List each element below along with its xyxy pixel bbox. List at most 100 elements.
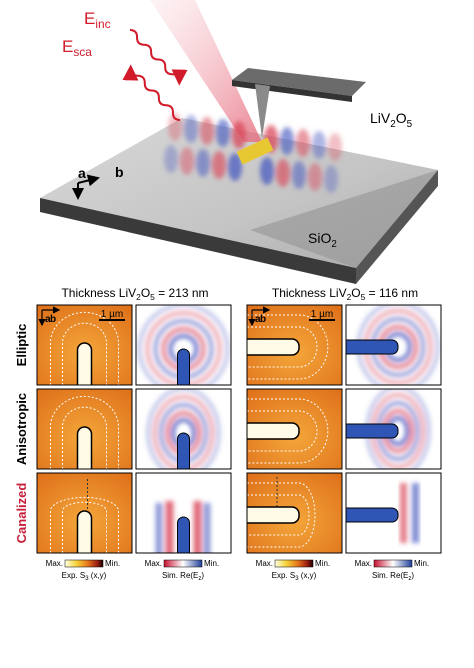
row-label: Anisotropic (14, 393, 29, 465)
antenna (247, 506, 300, 524)
antenna (177, 516, 190, 553)
fringe (50, 496, 119, 553)
substrate-face (250, 170, 438, 268)
antenna (247, 422, 300, 440)
axis-b-label: b (50, 314, 56, 325)
fringe (247, 314, 329, 380)
exp-colorbar-label: Exp. S3 (x,y) (62, 571, 107, 582)
panel (346, 473, 441, 553)
antenna (177, 432, 190, 469)
axis-a-label: a (255, 314, 261, 325)
colorbars: Max. Min.Exp. S3 (x,y)Max. Min.Sim. Re(Ez)… (46, 559, 429, 582)
label-part: Sim. Re(E (162, 571, 198, 580)
wave-lobe (308, 163, 322, 191)
antenna (76, 510, 93, 553)
incident-wave (129, 29, 188, 86)
wave-lobe (216, 119, 230, 147)
wave-lobe (260, 157, 274, 185)
label-part: 3 (85, 576, 89, 582)
panel-border (135, 388, 232, 470)
axis-a-label: a (45, 314, 51, 325)
fringe (247, 494, 310, 536)
schematic: Einc Esca LiV2O5 SiO2 a b (40, 0, 438, 284)
colorbar-max: Max. (46, 559, 63, 568)
panel (247, 389, 342, 469)
panel-border (246, 388, 343, 470)
e-sca-label: Esca (62, 37, 92, 59)
field-band (155, 503, 163, 553)
substrate-label: SiO2 (308, 230, 337, 250)
panel-border (246, 472, 343, 554)
sim-colorbar (373, 559, 413, 568)
tip (255, 84, 270, 138)
wave-lobe (276, 159, 290, 187)
wave-lobe (296, 129, 310, 157)
wave-lobe (292, 161, 306, 189)
column-title: Thickness LiV2O5 = 116 nm (272, 286, 418, 302)
fringe (247, 410, 318, 452)
panel-border (135, 472, 232, 554)
antenna (177, 348, 190, 385)
panel (37, 389, 132, 469)
fringe (50, 395, 119, 469)
polariton-waves (164, 113, 342, 193)
e-inc-label: Einc (84, 9, 111, 31)
axis-b-label: b (115, 164, 124, 180)
field (400, 483, 419, 543)
panel-border (135, 304, 232, 386)
panel-border (36, 472, 133, 554)
label-part: ) (411, 571, 414, 580)
field-ring (146, 389, 221, 469)
panel-border (246, 304, 343, 386)
panel (37, 473, 132, 553)
panel-border (36, 388, 133, 470)
field-band (203, 503, 211, 553)
colorbar-max: Max. (145, 559, 162, 568)
fringe (50, 311, 119, 385)
field (155, 501, 211, 553)
scale-bar-label: 1 µm (101, 309, 123, 320)
light-beam (150, 0, 262, 142)
label-part: Exp. S (272, 571, 296, 580)
fringe (247, 326, 318, 368)
fringe (62, 322, 107, 385)
axis-b-label: b (260, 314, 266, 325)
label-part: Exp. S (62, 571, 86, 580)
wave-lobe (212, 151, 226, 179)
label-part: ) (201, 571, 204, 580)
wave-lobe (196, 149, 210, 177)
panel-border (36, 304, 133, 386)
axis-b-arrow (77, 174, 100, 187)
sim-colorbar-label: Sim. Re(Ez) (372, 571, 414, 582)
colorbar-min: Min. (414, 559, 429, 568)
wave-lobe (164, 145, 178, 173)
antenna (236, 137, 274, 165)
wave-lobe (180, 147, 194, 175)
panel (346, 305, 441, 385)
antenna (346, 339, 399, 355)
scattered-wave (122, 64, 181, 121)
exp-colorbar-label: Exp. S3 (x,y) (272, 571, 317, 582)
panel-border (345, 472, 442, 554)
colorbar-min: Min. (315, 559, 330, 568)
field-ring (145, 311, 222, 385)
slab-side (356, 170, 438, 284)
sim-colorbar (163, 559, 203, 568)
label-part: Sim. Re(E (372, 571, 408, 580)
exp-colorbar (274, 559, 314, 568)
field-band (400, 483, 407, 543)
colorbar-max: Max. (256, 559, 273, 568)
antenna (247, 338, 300, 356)
wave-lobe (232, 121, 246, 149)
field-band (193, 501, 202, 553)
antenna (346, 507, 399, 523)
exp-colorbar (64, 559, 104, 568)
panel (136, 305, 231, 385)
panel (136, 389, 231, 469)
wave-lobe (312, 131, 326, 159)
wave-lobe (280, 127, 294, 155)
